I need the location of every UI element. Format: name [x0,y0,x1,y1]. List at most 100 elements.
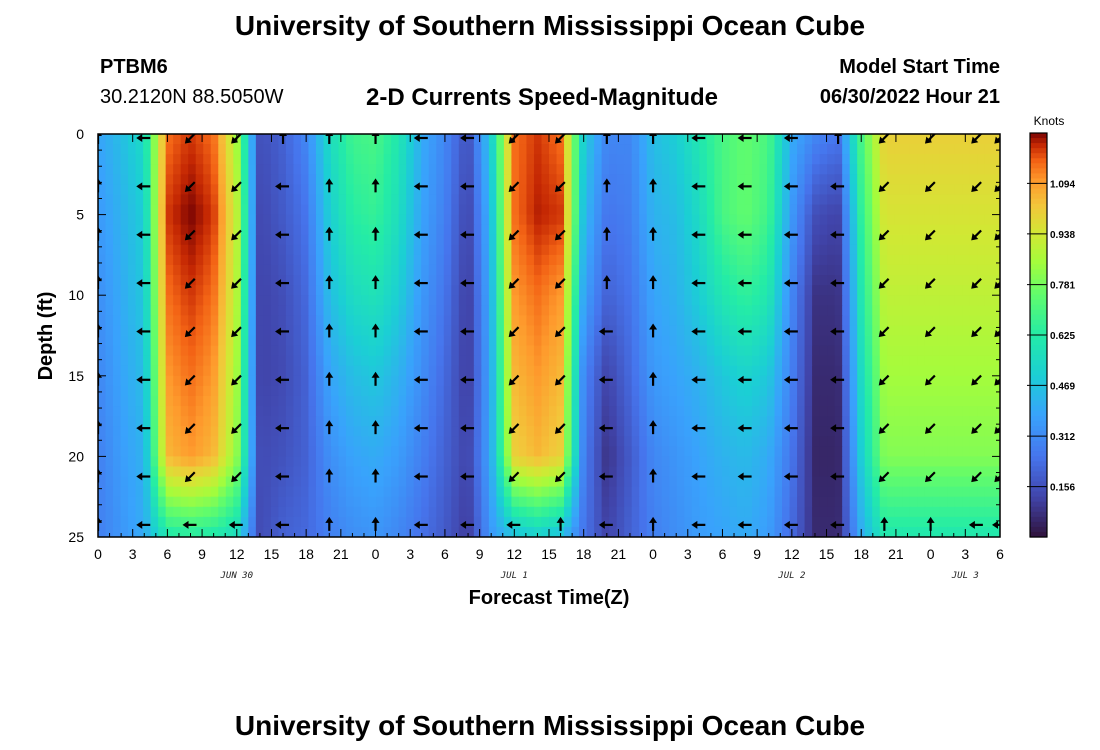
heat-cell [654,395,663,407]
heat-cell [278,184,287,196]
heat-cell [804,244,813,256]
vector-arrow [371,178,380,193]
heat-cell [391,325,400,337]
heat-cell [819,486,828,498]
heat-cell [969,285,979,296]
heat-cell [353,174,362,185]
heat-cell [285,476,295,488]
heat-cell [128,335,137,347]
heat-cell [834,204,843,216]
heat-cell [391,234,400,246]
heat-cell [406,184,415,196]
heat-cell [150,526,159,537]
heat-cell [488,335,497,347]
heat-cell [225,416,234,427]
heat-cell [939,325,948,337]
heat-cell [962,456,971,468]
heat-cell [917,385,926,397]
heat-cell [233,134,242,145]
heat-cell [451,506,460,518]
heat-cell [203,264,212,276]
heat-cell [143,254,152,266]
heat-cell [706,486,715,498]
heat-cell [383,385,392,397]
heat-cell [458,204,467,216]
heat-cell [661,194,670,206]
vector-arrow [371,226,380,241]
heat-cell [586,395,595,407]
heat-cell [361,486,370,498]
vector-arrow [602,275,611,290]
heat-cell [549,144,558,155]
heat-cell [338,144,347,155]
heat-cell [293,244,302,256]
heat-cell [669,325,678,337]
heat-cell [977,426,986,437]
heat-cell [511,416,520,427]
heat-cell [188,345,197,357]
heat-cell [391,476,400,488]
heat-cell [391,194,400,206]
heat-cell [421,395,430,407]
heat-cell [120,214,129,226]
heat-cell [766,496,776,508]
heat-cell [398,144,407,155]
heat-cell [939,184,948,196]
heat-cell [98,174,107,185]
heat-cell [240,496,249,508]
heat-cell [338,335,347,347]
heat-cell [729,164,738,175]
vector-arrow [275,520,290,529]
heat-cell [947,335,956,347]
heat-cell [233,375,242,387]
heat-cell [165,365,174,377]
heat-cell [594,174,603,185]
heat-cell [699,516,708,528]
heat-cell [887,375,896,387]
heat-cell [834,144,843,155]
heat-cell [661,285,670,296]
heat-cell [346,385,355,397]
heat-cell [864,244,873,256]
heat-cell [248,516,257,528]
heat-cell [188,214,197,226]
heat-cell [661,375,670,387]
heat-cell [413,214,422,226]
vector-arrow [783,327,798,336]
heat-cell [113,174,122,185]
heat-cell [661,144,670,155]
heat-cell [195,144,204,155]
heat-cell [624,154,633,165]
heat-cell [105,244,114,256]
heat-cell [714,506,723,518]
heat-cell [511,466,520,478]
heat-cell [315,355,325,367]
heat-cell [969,436,979,447]
heat-cell [699,355,708,367]
heat-cell [789,416,798,427]
heat-cell [488,214,497,226]
heat-cell [481,184,490,196]
heat-cell [383,486,392,498]
heat-cell [346,436,355,447]
heat-cell [406,174,415,185]
heat-cell [827,436,836,447]
heat-cell [188,416,197,427]
heat-cell [331,506,340,518]
heat-cell [684,355,693,367]
heat-cell [421,406,430,417]
heat-cell [736,144,746,155]
heat-cell [782,406,791,417]
heat-cell [609,456,618,468]
heat-cell [984,194,994,206]
heat-cell [135,234,144,246]
vector-arrow [231,471,242,483]
heat-cell [962,194,971,206]
heat-cell [646,476,655,488]
heat-cell [894,204,903,216]
heat-cell [691,144,700,155]
heat-cell [804,134,813,145]
heat-cell [992,496,1000,508]
heat-cell [526,395,535,407]
heat-cell [684,446,693,457]
